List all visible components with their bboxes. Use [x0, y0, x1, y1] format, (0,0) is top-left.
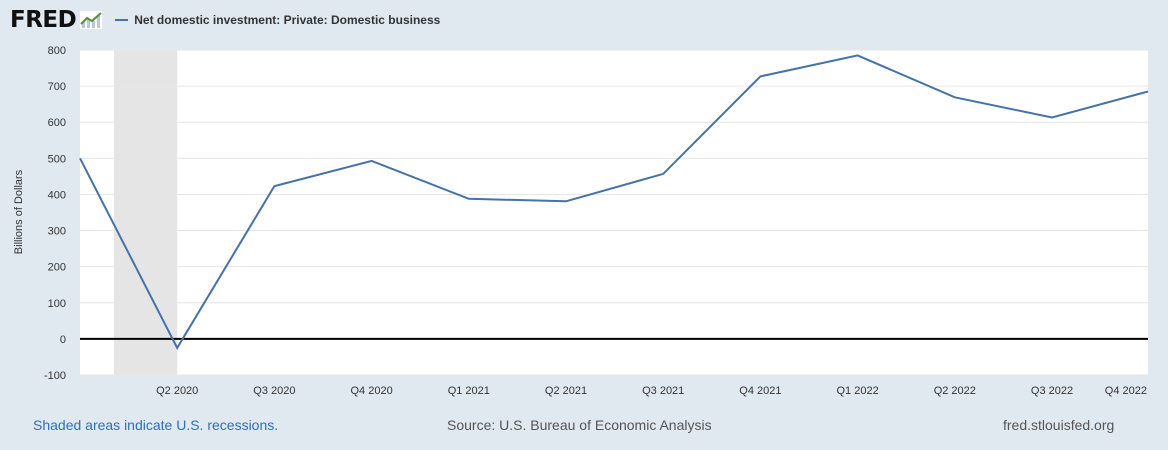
x-tick-label: Q3 2021	[642, 385, 684, 397]
x-axis-ticks: Q2 2020 Q3 2020 Q4 2020 Q1 2021 Q2 2021 Q3 20…	[156, 385, 1147, 397]
fred-logo[interactable]: FRED	[10, 7, 77, 33]
legend-series-label[interactable]: Net domestic investment: Private: Domest…	[134, 13, 441, 27]
y-tick-label: 200	[48, 262, 66, 274]
recession-shading-layer	[114, 50, 178, 375]
y-tick-label: 600	[48, 117, 66, 129]
fred-graph-icon	[79, 10, 104, 30]
x-tick-label: Q3 2020	[253, 385, 295, 397]
y-axis-label: Billions of Dollars	[13, 169, 25, 254]
x-tick-label: Q3 2022	[1031, 385, 1073, 397]
site-url[interactable]: fred.stlouisfed.org	[1003, 417, 1115, 433]
x-tick-label: Q2 2020	[156, 385, 198, 397]
y-axis-ticks: -100 0 100 200 300 400 500 600 700 800	[44, 45, 66, 382]
y-tick-label: 400	[48, 189, 66, 201]
y-tick-label: -100	[44, 370, 66, 382]
legend-swatch	[115, 19, 129, 21]
y-tick-label: 500	[48, 153, 66, 165]
source-note: Source: U.S. Bureau of Economic Analysis	[447, 417, 712, 433]
series-line[interactable]	[79, 54, 1149, 350]
grid-layer	[80, 49, 1148, 376]
plot-area	[80, 50, 1148, 375]
x-tick-label: Q4 2021	[739, 385, 781, 397]
legend: Net domestic investment: Private: Domest…	[115, 13, 440, 27]
chart-header: FRED Net domestic investment: Private: D…	[10, 6, 440, 34]
x-tick-label: Q2 2021	[545, 385, 587, 397]
x-tick-label: Q2 2022	[934, 385, 976, 397]
x-tick-label: Q1 2022	[836, 385, 878, 397]
y-tick-label: 0	[60, 334, 66, 346]
y-tick-label: 800	[48, 45, 66, 57]
y-tick-label: 300	[48, 226, 66, 238]
recession-band	[114, 50, 178, 375]
y-tick-label: 100	[48, 298, 66, 310]
recession-note-link[interactable]: Shaded areas indicate U.S. recessions.	[33, 417, 279, 433]
x-tick-label: Q4 2022	[1105, 385, 1147, 397]
y-tick-label: 700	[48, 81, 66, 93]
x-tick-label: Q4 2020	[350, 385, 392, 397]
x-tick-label: Q1 2021	[448, 385, 490, 397]
